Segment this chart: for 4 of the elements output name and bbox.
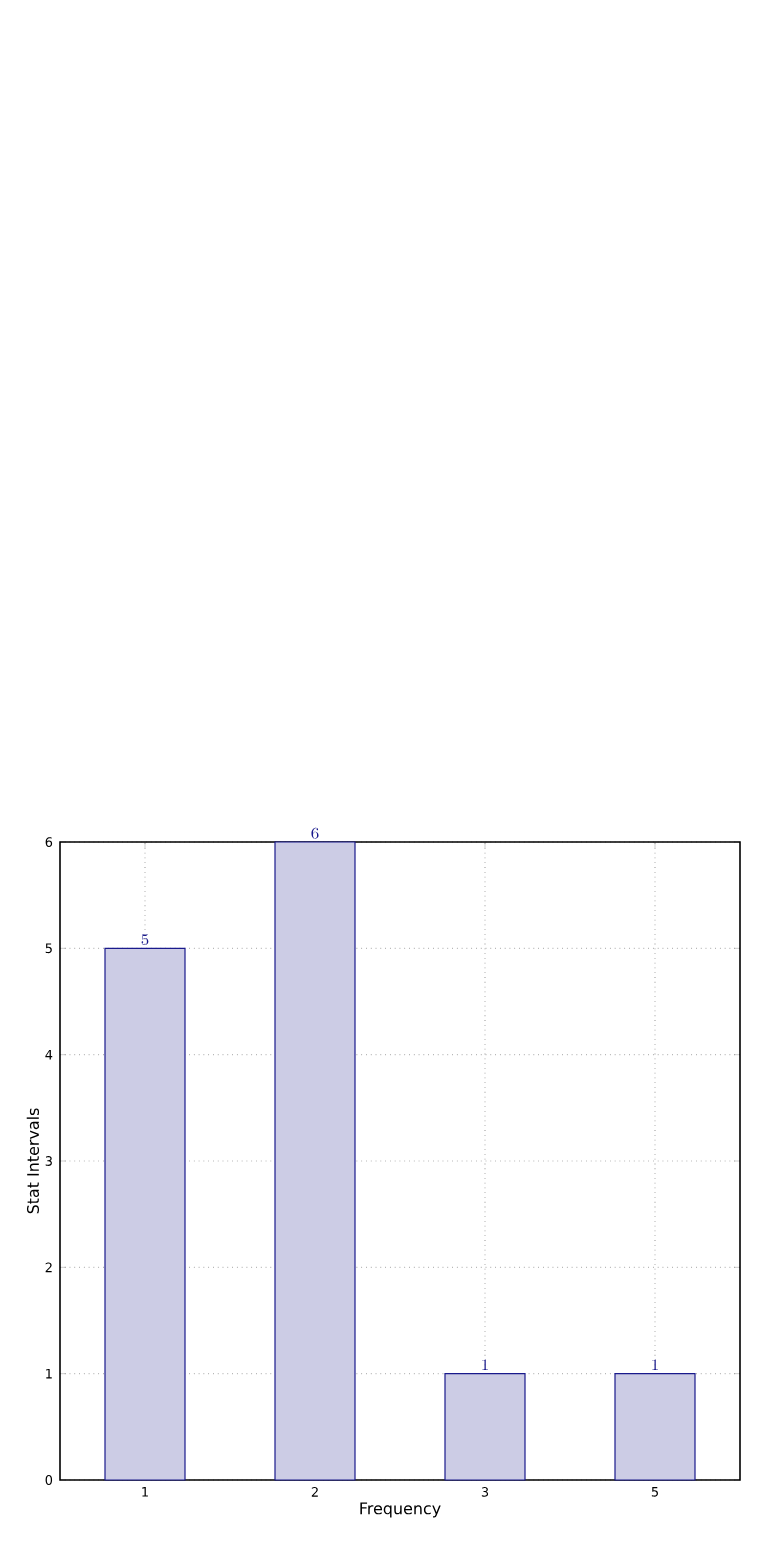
bar	[444, 1373, 526, 1481]
bar	[104, 947, 186, 1481]
bar	[614, 1373, 696, 1481]
bar	[274, 841, 356, 1481]
